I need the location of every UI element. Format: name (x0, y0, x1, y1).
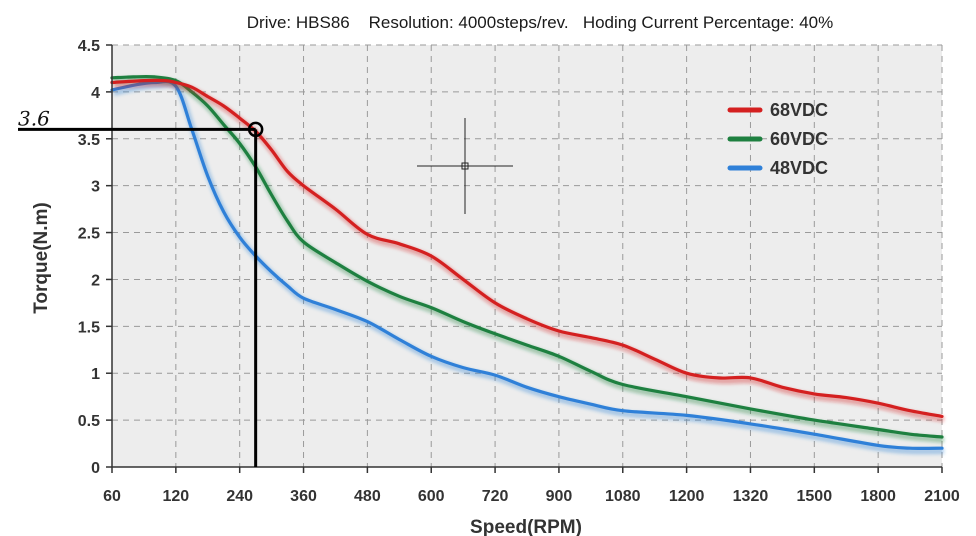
x-tick-label: 1800 (860, 488, 896, 505)
x-tick-label: 120 (162, 488, 189, 505)
y-tick-label: 2.5 (78, 226, 100, 243)
y-axis-label: Torque(N.m) (31, 202, 52, 314)
annotation-label: 3.6 (18, 106, 50, 130)
series-line-48vdc (110, 79, 944, 451)
series-line-68vdc (110, 78, 944, 418)
annotation-marker: 3.6 (18, 106, 264, 467)
y-tick-label: 3 (91, 179, 100, 196)
y-tick-labels: 0 0.5 1 1.5 2 2.5 3 3.5 4 4.5 (78, 38, 100, 477)
legend-label-48vdc: 48VDC (770, 158, 828, 178)
x-tick-label: 1080 (605, 488, 641, 505)
x-tick-label: 1500 (797, 488, 833, 505)
y-tick-label: 3.5 (78, 132, 100, 149)
y-tick-label: 0.5 (78, 413, 100, 430)
series-line-60vdc (110, 74, 944, 439)
x-tick-label: 2100 (924, 488, 960, 505)
y-tick-label: 4 (91, 85, 100, 102)
y-tick-label: 1 (91, 366, 100, 383)
x-tick-label: 240 (226, 488, 253, 505)
y-tick-label: 1.5 (78, 319, 100, 336)
x-tick-label: 720 (482, 488, 509, 505)
chart-title: Drive: HBS86 Resolution: 4000steps/rev. … (247, 13, 834, 32)
y-tick-label: 2 (91, 272, 100, 289)
x-axis-label: Speed(RPM) (470, 517, 582, 536)
x-tick-label: 900 (546, 488, 573, 505)
x-tick-labels: 60 120 240 360 480 600 720 900 1080 1200 1320 1500 1… (103, 488, 960, 505)
x-tick-label: 480 (354, 488, 381, 505)
crosshair-cursor-icon (417, 118, 513, 214)
x-tick-label: 360 (290, 488, 317, 505)
series-layer (110, 74, 945, 455)
legend-label-60vdc: 60VDC (770, 129, 828, 149)
x-tick-label: 1320 (733, 488, 769, 505)
legend-label-68vdc: 68VDC (770, 100, 828, 120)
annotation-circle-icon (247, 121, 264, 138)
y-tick-label: 0 (91, 460, 100, 477)
x-tick-label: 60 (103, 488, 121, 505)
x-tick-label: 600 (418, 488, 445, 505)
x-tick-label: 1200 (669, 488, 705, 505)
y-tick-label: 4.5 (78, 38, 100, 55)
legend: 68VDC 60VDC 48VDC (727, 100, 828, 178)
